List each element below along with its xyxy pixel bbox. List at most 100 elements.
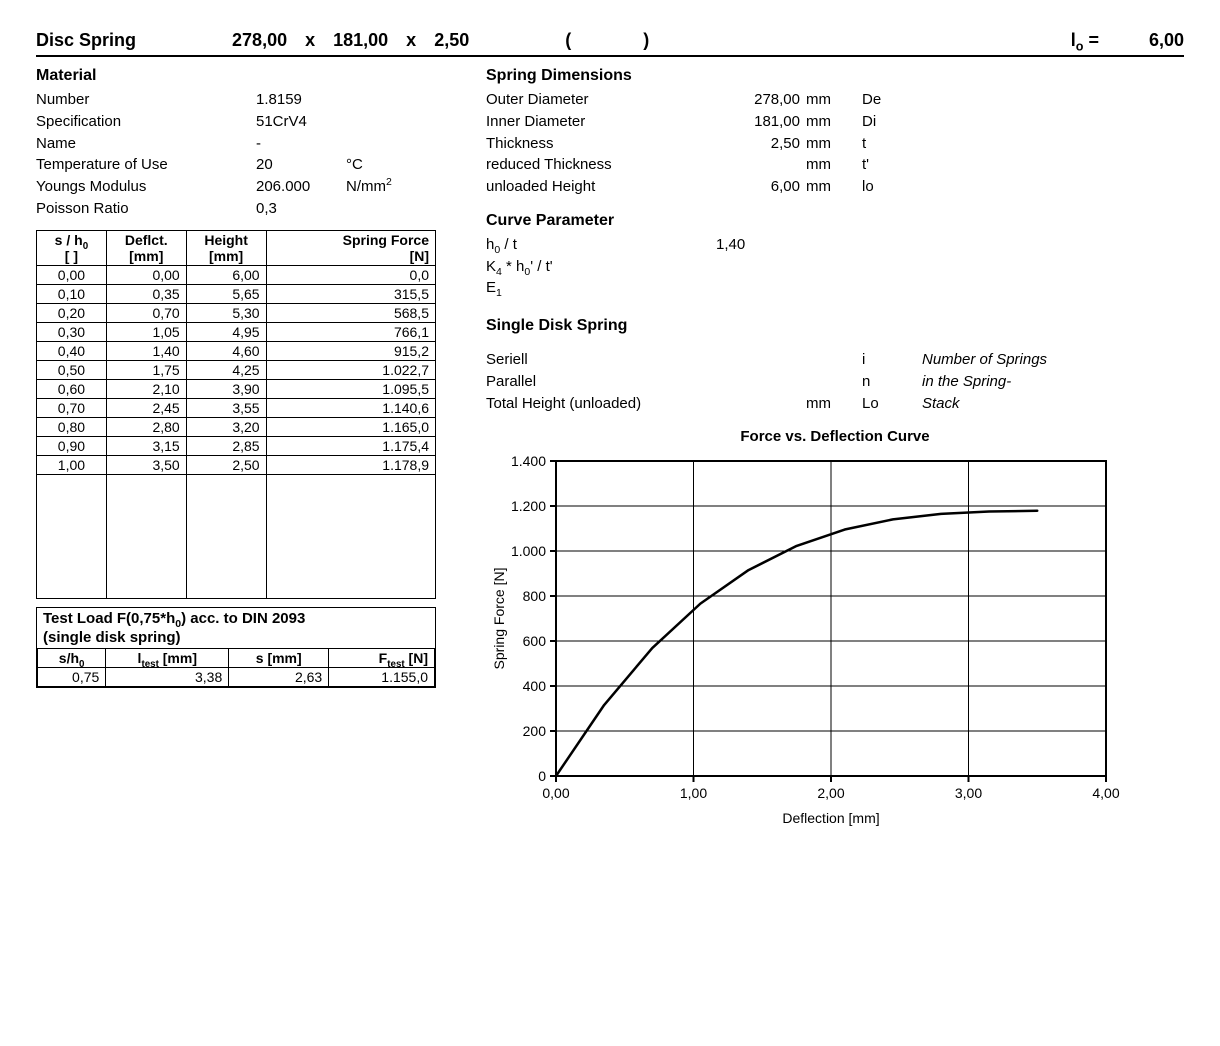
table-cell: 0,10 — [37, 284, 107, 303]
table-cell: 1.165,0 — [266, 417, 435, 436]
table-row: 0,200,705,30568,5 — [37, 303, 436, 322]
single-label: Total Height (unloaded) — [486, 393, 716, 415]
single-note: Stack — [902, 393, 960, 415]
material-row: Number1.8159 — [36, 89, 456, 111]
table-row: 0,903,152,851.175,4 — [37, 436, 436, 455]
material-label: Poisson Ratio — [36, 198, 256, 220]
material-value: 1.8159 — [256, 89, 346, 111]
header-paren-open: ( — [565, 30, 571, 51]
tl-th-s: s [mm] — [229, 648, 329, 667]
svg-text:0: 0 — [538, 768, 546, 784]
table-cell: 3,15 — [106, 436, 186, 455]
table-cell: 5,30 — [186, 303, 266, 322]
dimension-symbol: De — [862, 89, 902, 111]
th-ratio: s / h0[ ] — [37, 230, 107, 265]
table-cell: 2,50 — [186, 455, 266, 474]
table-row: 1,003,502,501.178,9 — [37, 455, 436, 474]
title-bar: Disc Spring 278,00 x 181,00 x 2,50 ( ) l… — [36, 30, 1184, 57]
test-load-row: 0,75 3,38 2,63 1.155,0 — [38, 667, 435, 686]
table-row: 0,501,754,251.022,7 — [37, 360, 436, 379]
table-cell: 0,70 — [37, 398, 107, 417]
table-cell: 1.022,7 — [266, 360, 435, 379]
table-cell: 1.140,6 — [266, 398, 435, 417]
material-row: Temperature of Use20°C — [36, 154, 456, 176]
single-unit: mm — [806, 393, 862, 415]
material-unit: N/mm2 — [346, 176, 402, 198]
header-dim-1: 278,00 — [232, 30, 287, 51]
table-cell: 1,05 — [106, 322, 186, 341]
deflection-table: s / h0[ ] Deflct.[mm] Height[mm] Spring … — [36, 230, 436, 599]
table-cell: 0,40 — [37, 341, 107, 360]
single-symbol: n — [862, 371, 902, 393]
table-cell: 2,80 — [106, 417, 186, 436]
table-row: 0,301,054,95766,1 — [37, 322, 436, 341]
left-column: Material Number1.8159Specification51CrV4… — [36, 63, 476, 831]
dimension-symbol: t — [862, 133, 902, 155]
table-cell: 0,00 — [106, 265, 186, 284]
svg-text:400: 400 — [523, 678, 547, 694]
material-value: 0,3 — [256, 198, 346, 220]
dimension-value: 278,00 — [716, 89, 806, 111]
material-value: 20 — [256, 154, 346, 176]
table-row: 0,401,404,60915,2 — [37, 341, 436, 360]
test-load-box: Test Load F(0,75*h0) acc. to DIN 2093 (s… — [36, 607, 436, 688]
table-cell: 4,95 — [186, 322, 266, 341]
dimension-unit: mm — [806, 89, 862, 111]
table-cell: 0,70 — [106, 303, 186, 322]
dimensions-title: Spring Dimensions — [486, 67, 1184, 85]
single-symbol: Lo — [862, 393, 902, 415]
table-cell: 0,00 — [37, 265, 107, 284]
header-paren-close: ) — [643, 30, 649, 51]
dimension-row: Inner Diameter181,00mmDi — [486, 111, 1184, 133]
material-value: 206.000 — [256, 176, 346, 198]
table-cell: 3,20 — [186, 417, 266, 436]
table-cell: 766,1 — [266, 322, 435, 341]
th-force: Spring Force[N] — [266, 230, 435, 265]
table-cell: 0,90 — [37, 436, 107, 455]
dimension-row: Outer Diameter278,00mmDe — [486, 89, 1184, 111]
svg-text:0,00: 0,00 — [542, 785, 569, 801]
right-column: Spring Dimensions Outer Diameter278,00mm… — [476, 63, 1184, 831]
table-cell: 0,50 — [37, 360, 107, 379]
table-cell: 1,40 — [106, 341, 186, 360]
material-value: 51CrV4 — [256, 111, 346, 133]
table-cell: 5,65 — [186, 284, 266, 303]
table-blank-row — [37, 474, 436, 598]
table-row: 0,000,006,000,0 — [37, 265, 436, 284]
material-value: - — [256, 133, 346, 155]
table-cell: 3,55 — [186, 398, 266, 417]
dimension-unit: mm — [806, 154, 862, 176]
curve-title: Curve Parameter — [486, 212, 1184, 230]
svg-text:1,00: 1,00 — [680, 785, 707, 801]
single-row: Total Height (unloaded) mmLoStack — [486, 393, 1184, 415]
table-cell: 6,00 — [186, 265, 266, 284]
single-row: Parallelnin the Spring- — [486, 371, 1184, 393]
tl-cell: 3,38 — [106, 667, 229, 686]
dimension-value: 6,00 — [716, 176, 806, 198]
table-row: 0,702,453,551.140,6 — [37, 398, 436, 417]
table-cell: 3,50 — [106, 455, 186, 474]
table-cell: 915,2 — [266, 341, 435, 360]
table-cell: 2,85 — [186, 436, 266, 455]
tl-cell: 0,75 — [38, 667, 106, 686]
svg-text:2,00: 2,00 — [817, 785, 844, 801]
table-cell: 0,35 — [106, 284, 186, 303]
material-row: Name- — [36, 133, 456, 155]
single-symbol: i — [862, 349, 902, 371]
header-lo-label: lo = — [1071, 30, 1099, 51]
table-row: 0,802,803,201.165,0 — [37, 417, 436, 436]
table-cell: 3,90 — [186, 379, 266, 398]
table-cell: 4,60 — [186, 341, 266, 360]
single-label: Parallel — [486, 371, 716, 393]
tl-cell: 1.155,0 — [329, 667, 435, 686]
svg-text:200: 200 — [523, 723, 547, 739]
curve-row: h0 / t1,40 — [486, 234, 1184, 256]
header-times-2: x — [388, 30, 434, 51]
material-label: Number — [36, 89, 256, 111]
chart-title: Force vs. Deflection Curve — [486, 428, 1184, 445]
header-lo-value: 6,00 — [1149, 30, 1184, 51]
table-cell: 0,80 — [37, 417, 107, 436]
dimension-row: unloaded Height6,00mmlo — [486, 176, 1184, 198]
table-cell: 0,0 — [266, 265, 435, 284]
single-note: Number of Springs — [902, 349, 1047, 371]
